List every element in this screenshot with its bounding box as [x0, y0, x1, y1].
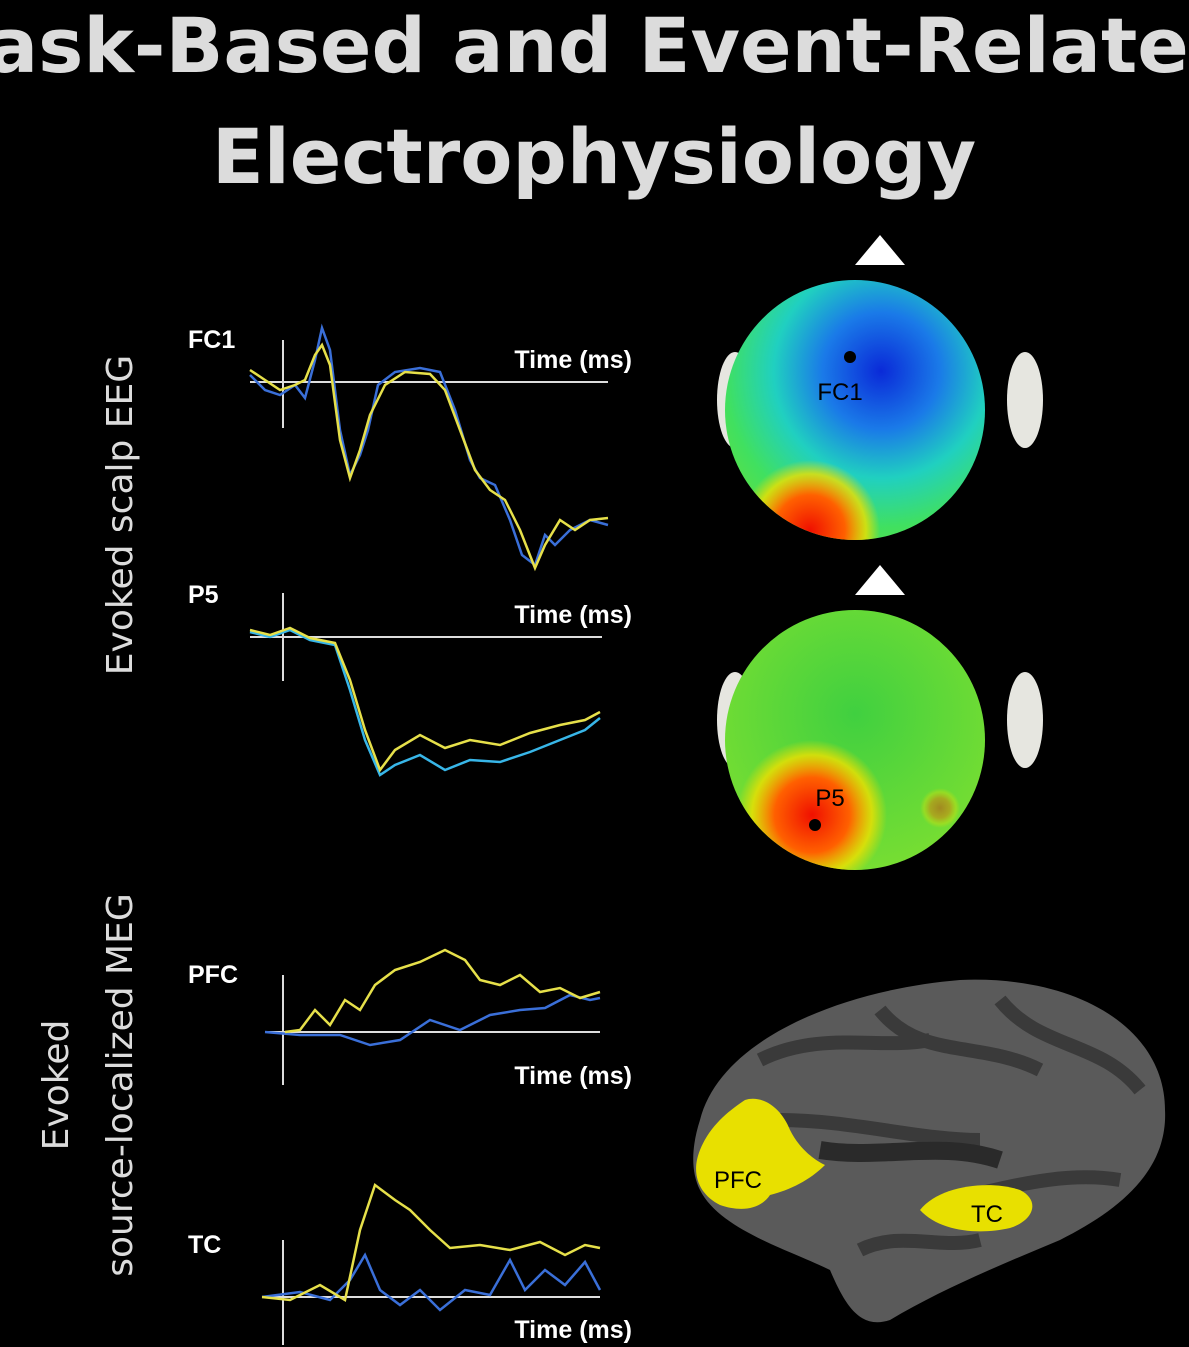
region-label: TC: [971, 1201, 1003, 1228]
trace-label: TC: [188, 1231, 221, 1259]
electrode-label: P5: [815, 785, 844, 812]
axis-label: Time (ms): [514, 1316, 632, 1344]
trace-panel: PFC Time (ms): [188, 950, 632, 1090]
trace-label: FC1: [188, 326, 235, 354]
page: Task-Based and Event-Related Electrophys…: [0, 0, 1189, 1347]
trace: [250, 345, 608, 568]
trace: [250, 628, 600, 770]
topomap: P5: [717, 565, 1043, 890]
trace-label: PFC: [188, 961, 238, 989]
axis-label: Time (ms): [514, 346, 632, 374]
axis-label: Time (ms): [514, 601, 632, 629]
trace: [262, 1185, 600, 1300]
trace: [265, 995, 600, 1045]
section-label: source-localized MEG: [100, 893, 141, 1276]
topomap: FC1: [717, 235, 1043, 600]
electrode-label: FC1: [817, 379, 862, 406]
section-label: Evoked scalp EEG: [100, 355, 141, 675]
trace-panel: TC Time (ms): [188, 1185, 632, 1345]
title-line: Task-Based and Event-Related: [0, 1, 1189, 90]
trace-label: P5: [188, 581, 219, 609]
title-line: Electrophysiology: [212, 112, 976, 201]
trace: [250, 630, 600, 775]
section-label: Evoked: [36, 1020, 77, 1151]
trace-panel: FC1 Time (ms): [188, 326, 632, 568]
trace: [262, 1255, 600, 1310]
trace: [285, 950, 600, 1032]
brain: PFC TC: [693, 980, 1165, 1323]
region-label: PFC: [714, 1167, 762, 1194]
axis-label: Time (ms): [514, 1062, 632, 1090]
figure: Task-Based and Event-Related Electrophys…: [0, 0, 1189, 1347]
trace-panel: P5 Time (ms): [188, 581, 632, 775]
